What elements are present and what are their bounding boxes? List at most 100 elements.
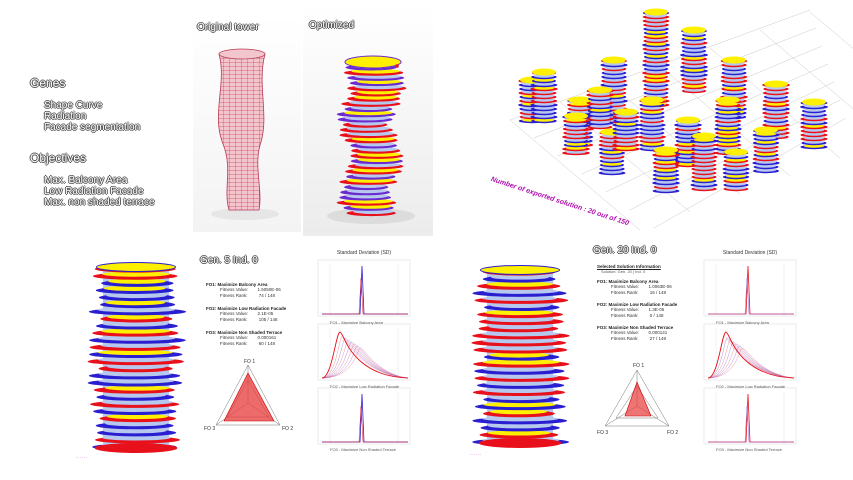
- floor-terrace: [487, 430, 551, 436]
- sd-curve: [321, 343, 409, 379]
- tower-ring: [646, 70, 666, 74]
- tower-ring: [756, 148, 776, 152]
- tower-ring: [694, 150, 714, 154]
- solution-b-tower-tag: ·· · ·· ·: [470, 452, 482, 457]
- tower-ring: [726, 186, 746, 190]
- tower-ring: [602, 154, 622, 158]
- sd-curve: [707, 339, 795, 379]
- tower-ring: [646, 78, 666, 82]
- tower-ring: [534, 90, 554, 94]
- sd-frame: [703, 259, 797, 317]
- sd-curve: [321, 341, 409, 379]
- tower-ring: [602, 150, 622, 154]
- tower-ring: [566, 150, 586, 154]
- tower-ring: [684, 52, 704, 56]
- tower-ring: [656, 156, 676, 160]
- sd-spike: [708, 265, 794, 315]
- radar-label-fo2: FO 2: [667, 430, 678, 436]
- grid-tower: [652, 146, 680, 194]
- tower-ring: [642, 122, 662, 126]
- grid-tower: [690, 132, 718, 192]
- grid-tower: [714, 96, 742, 156]
- floor-terrace: [490, 302, 551, 309]
- tower-ring: [642, 106, 662, 110]
- tower-ring: [656, 176, 676, 180]
- floor-terrace: [106, 413, 168, 420]
- grid-tower: [586, 86, 614, 130]
- floor-terrace: [485, 316, 554, 323]
- floor-terrace: [482, 359, 560, 365]
- solution-a-sd: Standard Deviation (SD) FO1 - Maximize B…: [310, 250, 418, 452]
- tower-ring: [684, 64, 704, 68]
- sd-spike: [708, 277, 794, 315]
- tower-ring: [656, 188, 676, 192]
- sd-spike: [322, 393, 408, 443]
- tower-ring: [616, 118, 636, 122]
- tower-ring: [718, 142, 738, 146]
- tower-ring: [566, 146, 586, 150]
- tower-ring: [724, 90, 744, 94]
- fo3-rank: 27 / 148: [649, 336, 667, 341]
- tower-ring: [656, 160, 676, 164]
- tower-roof: [640, 96, 664, 104]
- tower-roof: [644, 8, 668, 16]
- floor-terrace: [97, 307, 176, 313]
- floor-terrace: [490, 274, 550, 280]
- tower-ring: [756, 164, 776, 168]
- tower-ring: [718, 138, 738, 142]
- tower-ring: [590, 96, 610, 100]
- tower-ring: [566, 142, 586, 146]
- floor-terrace: [106, 364, 167, 370]
- floor-terrace: [481, 331, 560, 337]
- solution-a-title: Gen. 5 Ind. 0: [200, 255, 258, 266]
- tower-ring: [718, 114, 738, 118]
- floor-terrace: [106, 292, 167, 299]
- tower-ring: [642, 118, 662, 122]
- tower-ring: [616, 134, 636, 138]
- tower-ring: [534, 106, 554, 110]
- tower-ring: [684, 72, 704, 76]
- tower-ring: [646, 42, 666, 46]
- solutions-grid-image: [509, 8, 853, 231]
- tower-ring: [616, 126, 636, 130]
- tower-ring: [646, 26, 666, 30]
- optimized-tower-image: [327, 55, 415, 224]
- original-tower-image: [211, 48, 279, 220]
- tower-roof: [716, 96, 740, 104]
- tower-ring: [756, 140, 776, 144]
- objectives-heading: Objectives: [30, 151, 87, 165]
- roof-terrace: [344, 55, 402, 69]
- tower-roof: [568, 96, 592, 104]
- sd-spike: [322, 277, 408, 315]
- tower-ring: [566, 126, 586, 130]
- sd-caption-2: FO2 - Maximize Low Radiation Facade: [716, 384, 786, 389]
- floor-terrace: [488, 394, 550, 401]
- objective-item: Max. non shaded terrace: [44, 197, 155, 208]
- tower-ring: [646, 46, 666, 50]
- fo2-title: FO2: Maximize Low Radiation Facade: [206, 306, 287, 311]
- sd-frame: [703, 323, 797, 381]
- tower-ring: [678, 130, 698, 134]
- tower-ring: [602, 166, 622, 170]
- tower-ring: [726, 178, 746, 182]
- sd-caption-3: FO3 - Maximize Non Shaded Terrace: [330, 447, 396, 452]
- grid-tower: [638, 96, 666, 152]
- fo3-value: 0.000161: [257, 335, 277, 340]
- floor-terrace: [98, 335, 176, 341]
- tower-ring: [534, 110, 554, 114]
- objective-item: Max. Balcony Area: [44, 175, 155, 186]
- tower-ring: [590, 116, 610, 120]
- fo2-rank: 105 / 148: [258, 317, 278, 322]
- sd-spike: [708, 405, 794, 443]
- solution-b-title: Gen. 20 Ind. 0: [593, 245, 657, 256]
- floor-terrace: [482, 345, 558, 351]
- tower-ring: [694, 142, 714, 146]
- tower-ring: [646, 18, 666, 22]
- tower-ring: [646, 66, 666, 70]
- tower-ring: [646, 22, 666, 26]
- floor-terrace: [482, 387, 557, 394]
- gene-item: Facade segmentation: [44, 122, 155, 133]
- original-tower-panel: Original tower: [193, 14, 301, 232]
- sd-frame: [317, 323, 411, 381]
- fo1-rank-label: Fitness Rank:: [611, 290, 639, 295]
